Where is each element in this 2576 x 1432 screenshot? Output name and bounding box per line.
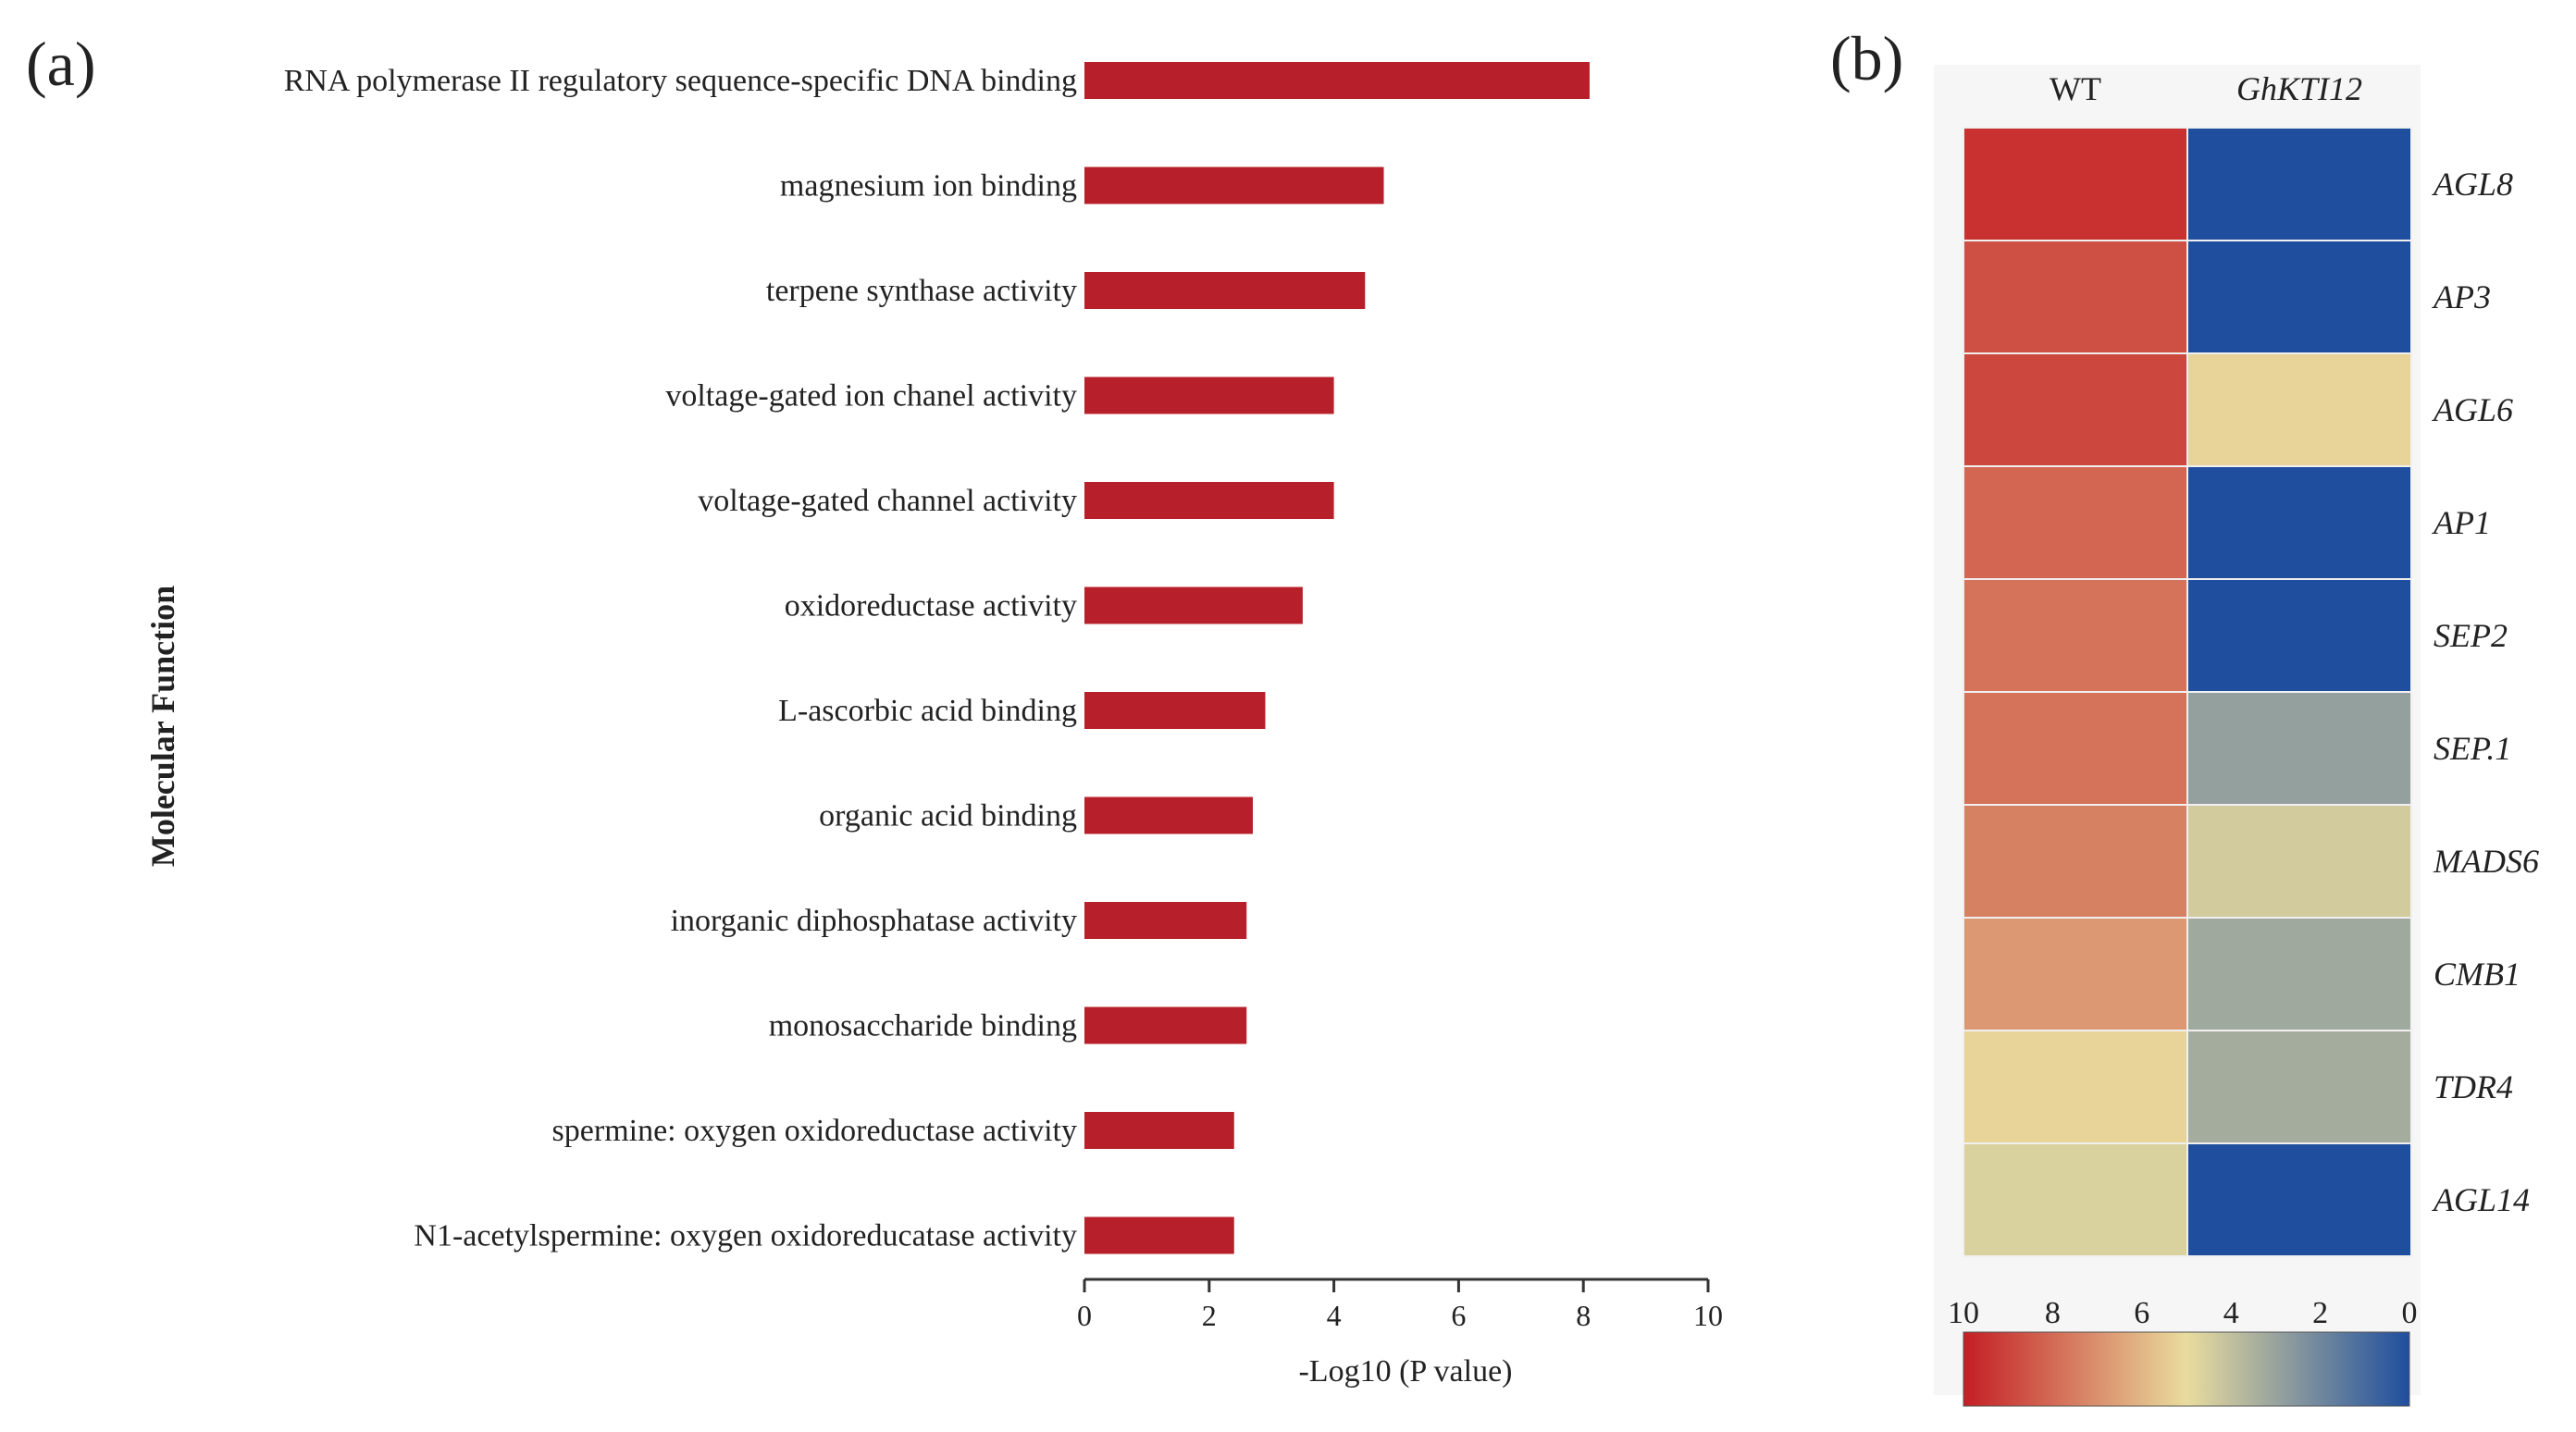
bar xyxy=(1084,167,1384,204)
heatmap-cell xyxy=(1963,578,2188,693)
heatmap-column-label: WT xyxy=(2050,70,2101,107)
heatmap-cell xyxy=(1963,465,2188,580)
heatmap-cell xyxy=(2186,804,2412,919)
heatmap-cell xyxy=(2186,578,2412,693)
bar xyxy=(1084,272,1366,309)
heatmap-cell xyxy=(1963,127,2188,241)
panel-a-label: (a) xyxy=(26,29,95,99)
x-tick-label: 8 xyxy=(1576,1299,1591,1332)
heatmap-row-label: CMB1 xyxy=(2434,956,2520,993)
category-label: inorganic diphosphatase activity xyxy=(671,904,1077,938)
category-label: N1-acetylspermine: oxygen oxidoreducatas… xyxy=(414,1219,1077,1253)
category-label: terpene synthase activity xyxy=(766,274,1077,308)
x-axis-title: -Log10 (P value) xyxy=(1298,1354,1512,1389)
heatmap-cell xyxy=(1963,352,2188,467)
category-label: oxidoreductase activity xyxy=(785,589,1077,623)
x-tick-label: 2 xyxy=(1202,1299,1217,1332)
scale-tick-label: 8 xyxy=(2045,1296,2061,1330)
y-axis-title: Molecular Function xyxy=(144,586,181,867)
heatmap-cell xyxy=(2186,127,2412,241)
heatmap-cell xyxy=(1963,804,2188,919)
scale-tick-label: 0 xyxy=(2402,1296,2418,1330)
heatmap-row-label: AGL8 xyxy=(2432,166,2513,203)
bar xyxy=(1084,1112,1234,1149)
bar xyxy=(1084,692,1266,729)
heatmap-cell xyxy=(1963,1030,2188,1144)
category-label: monosaccharide binding xyxy=(769,1009,1077,1043)
heatmap-row-label: TDR4 xyxy=(2434,1068,2513,1105)
heatmap-cell xyxy=(1963,917,2188,1031)
heatmap-cell xyxy=(1963,691,2188,806)
category-label: spermine: oxygen oxidoreductase activity xyxy=(552,1114,1077,1148)
color-scale-bar xyxy=(1963,1331,2410,1407)
heatmap-cell xyxy=(2186,1030,2412,1144)
category-label: magnesium ion binding xyxy=(780,169,1077,204)
heatmap-cell xyxy=(2186,240,2412,354)
bar xyxy=(1084,62,1590,99)
heatmap: WT GhKTI12 AGL8 AP3 AGL6 AP1 SEP2 SEP.1 MADS6 CM… xyxy=(1934,65,2539,1407)
scale-tick-label: 4 xyxy=(2223,1296,2239,1330)
bar xyxy=(1084,482,1334,519)
category-label: L-ascorbic acid binding xyxy=(778,694,1077,728)
category-label: voltage-gated ion chanel activity xyxy=(665,379,1077,414)
x-tick-label: 6 xyxy=(1451,1299,1466,1332)
bar xyxy=(1084,586,1303,624)
category-label: RNA polymerase II regulatory sequence-sp… xyxy=(284,64,1077,98)
heatmap-row-label: SEP2 xyxy=(2434,617,2508,654)
panel-b-label: (b) xyxy=(1830,23,1903,93)
heatmap-cell xyxy=(2186,917,2412,1031)
bar xyxy=(1084,377,1334,414)
bar xyxy=(1084,902,1247,939)
heatmap-cell xyxy=(2186,1142,2412,1257)
heatmap-cell xyxy=(2186,691,2412,806)
heatmap-row-label: AP1 xyxy=(2432,504,2491,541)
scale-tick-label: 10 xyxy=(1948,1296,1979,1330)
category-label: organic acid binding xyxy=(819,799,1077,833)
scale-tick-label: 2 xyxy=(2312,1296,2328,1330)
x-tick-label: 4 xyxy=(1327,1299,1342,1332)
heatmap-cell xyxy=(1963,1142,2188,1257)
x-tick-label: 0 xyxy=(1077,1299,1092,1332)
bar xyxy=(1084,1006,1247,1044)
bar-chart: Molecular Function RNA polymerase II reg… xyxy=(144,62,1723,1389)
heatmap-row-label: AP3 xyxy=(2432,278,2491,315)
bar xyxy=(1084,1216,1234,1254)
heatmap-row-label: AGL14 xyxy=(2432,1181,2530,1218)
scale-tick-label: 6 xyxy=(2134,1296,2149,1330)
category-label: voltage-gated channel activity xyxy=(698,484,1077,518)
heatmap-row-label: MADS6 xyxy=(2433,843,2539,880)
bar xyxy=(1084,796,1253,834)
heatmap-cell xyxy=(2186,352,2412,467)
heatmap-column-label: GhKTI12 xyxy=(2236,70,2362,107)
heatmap-cell xyxy=(2186,465,2412,580)
heatmap-row-label: SEP.1 xyxy=(2434,730,2511,767)
heatmap-cell xyxy=(1963,240,2188,354)
heatmap-row-label: AGL6 xyxy=(2432,391,2513,428)
x-tick-label: 10 xyxy=(1693,1299,1723,1332)
